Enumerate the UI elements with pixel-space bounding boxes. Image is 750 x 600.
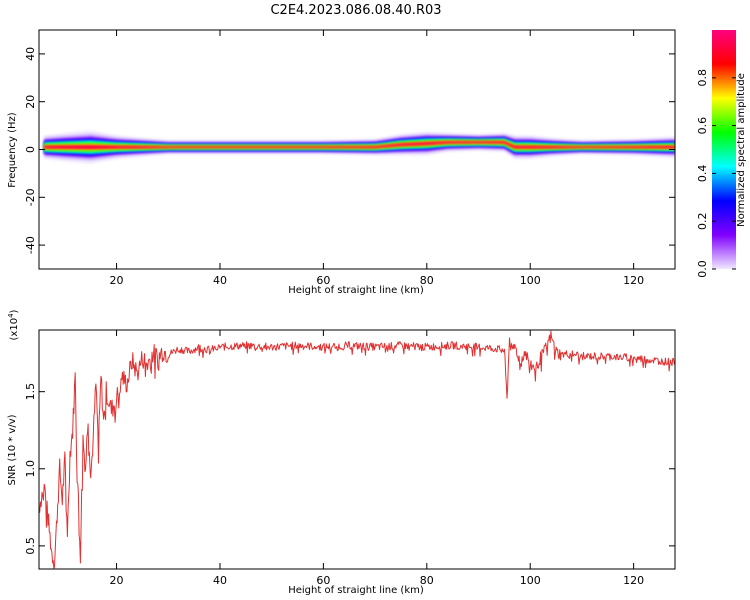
heatmap-band-8: [44, 141, 675, 149]
x-tick-label: 100: [520, 274, 541, 287]
snr-scale-label: (x104): [7, 309, 20, 340]
spectrogram-x-axis-label: Height of straight line (km): [288, 285, 424, 296]
colorbar-tick-label: 0.2: [696, 212, 709, 230]
x-tick-label: 120: [623, 574, 644, 587]
y-tick-label: 1.0: [24, 460, 37, 478]
spectrogram-chart: 20 40 60 80 100 120 -40 -20 0 20 40 Height of stra…: [7, 29, 676, 296]
snr-chart: 20 40 60 80 100 120 0.5 1.0 1.5 Height of straig…: [7, 309, 676, 596]
colorbar-tick-label: 0.4: [696, 165, 709, 183]
colorbar-tick-label: 0.0: [696, 260, 709, 278]
x-tick-label: 40: [213, 574, 227, 587]
x-tick-label: 60: [316, 274, 330, 287]
spectrogram-ticks: 20 40 60 80 100 120 -40 -20 0 20 40: [24, 30, 675, 287]
y-tick-label: 20: [24, 95, 37, 109]
y-tick-label: 0: [24, 146, 37, 153]
x-tick-label: 100: [520, 574, 541, 587]
colorbar-label: Normalized spectral amplitude: [736, 73, 747, 227]
snr-y-axis-label: SNR (10 * v/v): [7, 414, 18, 485]
y-tick-label: 40: [24, 47, 37, 61]
colorbar-gradient: [712, 30, 736, 269]
x-tick-label: 20: [110, 274, 124, 287]
x-tick-label: 20: [110, 574, 124, 587]
spectrogram-heatmap: [44, 130, 675, 164]
x-tick-label: 120: [623, 274, 644, 287]
figure-title: C2E4.2023.086.08.40.R03: [270, 3, 441, 18]
snr-series-line: [39, 330, 675, 569]
colorbar-tick-label: 0.8: [696, 69, 709, 87]
y-tick-label: -40: [24, 236, 37, 254]
snr-x-axis-label: Height of straight line (km): [288, 585, 424, 596]
x-tick-label: 40: [213, 274, 227, 287]
spectrogram-y-axis-label: Frequency (Hz): [7, 112, 18, 188]
x-tick-label: 80: [420, 274, 434, 287]
y-tick-label: -20: [24, 188, 37, 206]
colorbar-ticks: 0.0 0.2 0.4 0.6 0.8: [696, 69, 736, 278]
x-tick-label: 60: [316, 574, 330, 587]
snr-frame: [38, 329, 676, 570]
snr-ticks: 20 40 60 80 100 120 0.5 1.0 1.5: [24, 330, 675, 587]
colorbar: 0.0 0.2 0.4 0.6 0.8 Normalized spectral ampl…: [696, 30, 747, 278]
colorbar-tick-label: 0.6: [696, 117, 709, 135]
y-tick-label: 0.5: [24, 537, 37, 555]
y-tick-label: 1.5: [24, 383, 37, 401]
x-tick-label: 80: [420, 574, 434, 587]
